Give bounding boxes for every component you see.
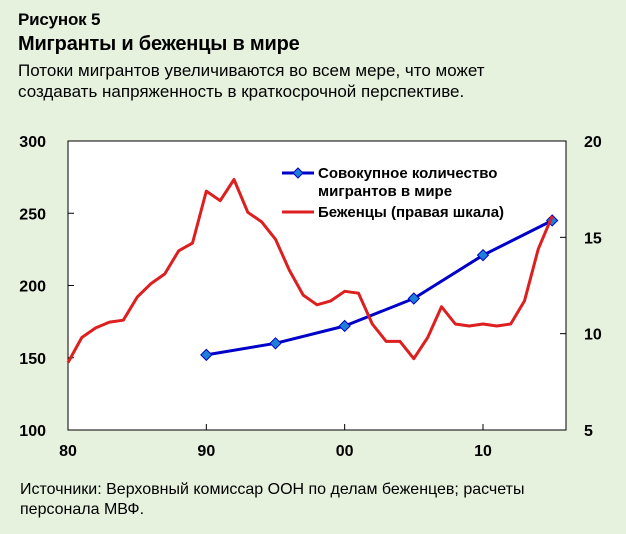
legend-refugees-label: Беженцы (правая шкала): [318, 204, 504, 221]
y-left-tick-label: 200: [19, 279, 46, 296]
plot-area: [67, 140, 567, 431]
x-tick-label: 10: [474, 443, 492, 460]
y-right-tick-label: 5: [584, 423, 593, 440]
legend-migrants-label: мигрантов в мире: [318, 183, 452, 200]
legend-migrants-label: Совокупное количество: [318, 165, 497, 182]
source-note: Источники: Верховный комиссар ООН по дел…: [20, 481, 525, 518]
legend-migrants-marker: [292, 167, 304, 179]
migrants-data-point: [269, 337, 282, 350]
x-tick-label: 90: [197, 443, 215, 460]
y-left-tick-label: 300: [19, 134, 46, 151]
y-left-tick-label: 100: [19, 423, 46, 440]
chart-subtitle: Потоки мигрантов увеличиваются во всем м…: [18, 61, 485, 101]
y-right-tick-label: 20: [584, 134, 602, 151]
migrants-data-point: [338, 319, 351, 333]
chart-title: Мигранты и беженцы в мире: [18, 33, 300, 55]
x-tick-label: 80: [59, 443, 77, 460]
migrants-series-line: [206, 219, 553, 357]
x-tick-label: 00: [336, 443, 354, 460]
figure-label: Рисунок 5: [18, 10, 101, 29]
y-left-tick-label: 250: [19, 206, 46, 223]
migrants-data-point: [200, 348, 213, 362]
y-right-tick-label: 15: [584, 230, 602, 247]
migrants-data-point: [476, 248, 490, 262]
y-right-tick-label: 10: [584, 327, 602, 344]
y-left-tick-label: 150: [19, 351, 46, 368]
refugees-series-line: [66, 178, 554, 364]
migrants-data-point: [407, 292, 421, 305]
